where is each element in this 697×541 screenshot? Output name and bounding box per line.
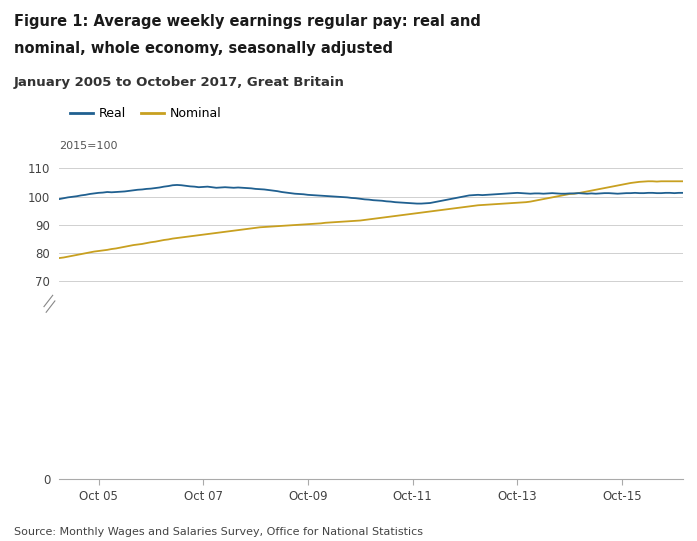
Real <box>574 190 583 196</box>
Real <box>413 200 421 207</box>
Text: January 2005 to October 2017, Great Britain: January 2005 to October 2017, Great Brit… <box>14 76 345 89</box>
Line: Real: Real <box>59 185 683 203</box>
Real <box>565 190 574 197</box>
Real <box>99 189 107 196</box>
Real <box>252 186 260 192</box>
Nominal <box>146 239 155 246</box>
Nominal <box>557 193 565 199</box>
Line: Nominal: Nominal <box>59 181 683 258</box>
Real <box>679 189 687 196</box>
Legend: Real, Nominal: Real, Nominal <box>66 102 227 125</box>
Nominal <box>679 178 687 184</box>
Real <box>173 182 181 188</box>
Real <box>509 190 517 196</box>
Nominal <box>644 178 652 184</box>
Nominal <box>99 247 107 254</box>
Nominal <box>565 191 574 197</box>
Text: Figure 1: Average weekly earnings regular pay: real and: Figure 1: Average weekly earnings regula… <box>14 14 481 29</box>
Text: 2015=100: 2015=100 <box>59 141 118 151</box>
Text: Source: Monthly Wages and Salaries Survey, Office for National Statistics: Source: Monthly Wages and Salaries Surve… <box>14 527 423 537</box>
Nominal <box>247 225 255 232</box>
Nominal <box>500 200 508 207</box>
Text: nominal, whole economy, seasonally adjusted: nominal, whole economy, seasonally adjus… <box>14 41 393 56</box>
Real <box>55 196 63 202</box>
Nominal <box>55 255 63 261</box>
Real <box>146 186 155 192</box>
